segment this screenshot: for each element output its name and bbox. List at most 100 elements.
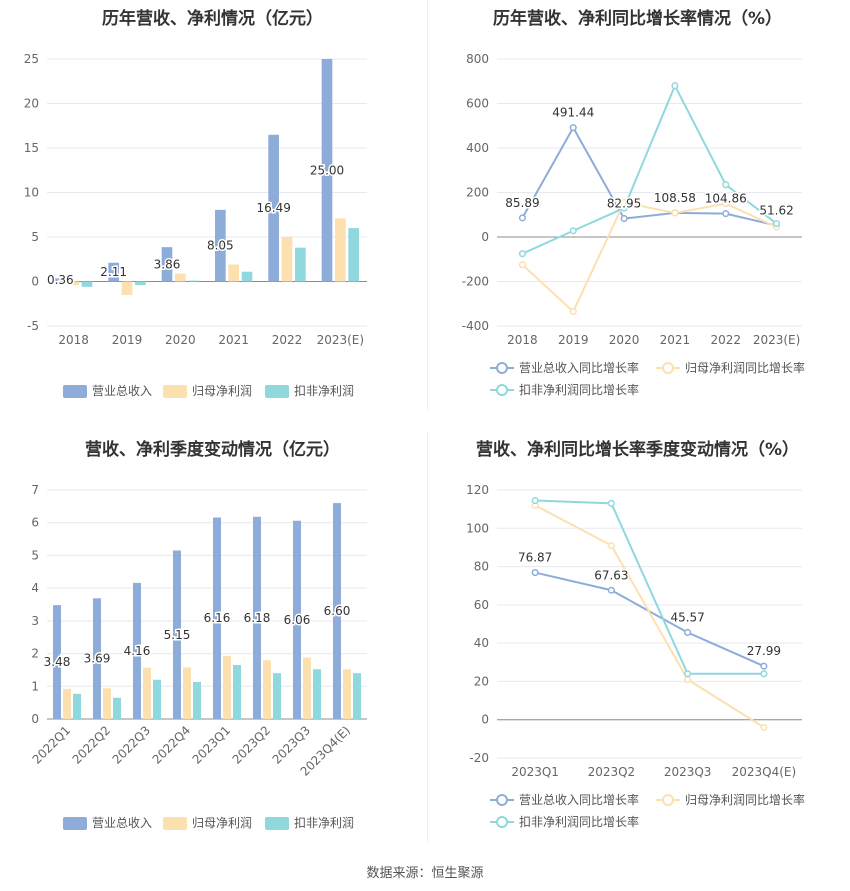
data-label: 45.57 <box>670 610 704 624</box>
bar <box>293 520 301 719</box>
data-point <box>518 214 526 222</box>
x-tick-label: 2021 <box>218 333 249 347</box>
data-label: 6.60 <box>324 604 351 618</box>
x-tick-label: 2023Q2 <box>230 723 274 767</box>
data-point <box>722 181 730 189</box>
y-tick-label: 4 <box>31 581 39 595</box>
bar <box>348 228 359 282</box>
x-tick-label: 2023Q4(E) <box>732 765 797 779</box>
bar <box>343 669 351 719</box>
x-tick-label: 2022Q2 <box>70 723 114 767</box>
bar <box>321 59 333 282</box>
bar <box>53 605 61 719</box>
legend-swatch-marker <box>496 794 508 806</box>
data-label: 67.63 <box>594 568 628 582</box>
data-point <box>671 209 679 217</box>
y-tick-label: 200 <box>466 186 489 200</box>
x-tick-label: 2023(E) <box>317 333 364 347</box>
bar <box>281 237 293 282</box>
data-point <box>760 662 768 670</box>
bar <box>228 264 239 282</box>
data-label: 51.62 <box>759 204 793 218</box>
y-tick-label: 60 <box>474 598 489 612</box>
x-tick-label: 2023(E) <box>753 333 800 347</box>
legend-label: 扣非净利润 <box>294 384 354 398</box>
data-label: 0.36 <box>47 273 74 287</box>
bar <box>253 516 261 719</box>
series-line <box>522 83 778 255</box>
bar <box>55 278 66 282</box>
y-tick-label: 120 <box>466 483 489 497</box>
y-tick-label: 2 <box>31 647 39 661</box>
bar <box>353 673 361 719</box>
data-point <box>760 723 768 731</box>
x-tick-label: 2023Q2 <box>588 765 636 779</box>
legend-label: 扣非净利润同比增长率 <box>519 382 639 397</box>
data-label: 82.95 <box>607 197 641 211</box>
x-tick-label: 2020 <box>165 333 196 347</box>
y-tick-label: 6 <box>31 516 39 530</box>
bar <box>133 582 141 719</box>
y-tick-label: 25 <box>24 52 39 66</box>
y-tick-label: 5 <box>31 548 39 562</box>
legend-label: 营业总收入同比增长率 <box>519 360 639 375</box>
data-point <box>684 670 692 678</box>
bar <box>153 679 161 719</box>
bar <box>313 669 321 719</box>
legend-swatch <box>265 385 289 398</box>
legend-label: 扣非净利润同比增长率 <box>519 814 639 829</box>
x-tick-label: 2020 <box>609 333 640 347</box>
data-label: 3.69 <box>84 652 111 666</box>
x-tick-label: 2023Q3 <box>664 765 712 779</box>
legend-label: 营业总收入同比增长率 <box>519 792 639 807</box>
bar <box>333 503 341 719</box>
data-label: 3.86 <box>154 257 181 271</box>
data-point <box>722 210 730 218</box>
y-tick-label: -200 <box>462 275 489 289</box>
data-label: 85.89 <box>505 196 539 210</box>
data-label: 6.16 <box>204 611 231 625</box>
bar <box>63 688 71 719</box>
quarter-bar-chart: 0 1 2 3 4 5 6 7 2022Q12022Q22022Q32022Q42023Q120… <box>30 483 367 830</box>
data-point <box>722 200 730 208</box>
legend-label: 营业总收入 <box>92 384 152 398</box>
data-point <box>760 670 768 678</box>
data-label: 108.58 <box>654 191 696 205</box>
data-point <box>518 261 526 269</box>
legend-swatch <box>63 817 87 830</box>
data-point <box>607 586 615 594</box>
data-label: 104.86 <box>705 192 747 206</box>
bar <box>335 218 346 282</box>
bar <box>161 247 173 282</box>
data-label: 16.49 <box>256 201 290 215</box>
x-tick-label: 2022 <box>272 333 303 347</box>
legend-label: 营业总收入 <box>92 816 152 830</box>
legend-swatch <box>163 817 187 830</box>
y-tick-label: 800 <box>466 52 489 66</box>
legend-label: 归母净利润同比增长率 <box>685 360 805 375</box>
data-point <box>569 124 577 132</box>
bar <box>223 655 231 719</box>
data-point <box>607 499 615 507</box>
x-tick-label: 2023Q1 <box>190 723 234 767</box>
data-point <box>569 307 577 316</box>
x-tick-label: 2019 <box>558 333 589 347</box>
bar <box>113 697 121 719</box>
y-tick-label: 0 <box>481 713 489 727</box>
legend-swatch-marker <box>496 384 508 396</box>
bar <box>173 550 181 719</box>
data-label: 4.16 <box>124 644 151 658</box>
legend-swatch-marker <box>496 362 508 374</box>
bar <box>273 673 281 719</box>
series-line <box>535 499 764 675</box>
y-tick-label: -400 <box>462 319 489 333</box>
data-label: 3.48 <box>44 655 71 669</box>
legend-swatch <box>265 817 289 830</box>
x-tick-label: 2022Q1 <box>30 723 74 767</box>
y-tick-label: 600 <box>466 97 489 111</box>
data-point <box>518 250 526 258</box>
y-tick-label: 40 <box>474 636 489 650</box>
x-tick-label: 2022Q4 <box>150 723 194 767</box>
data-label: 5.15 <box>164 628 191 642</box>
annual-bar-chart: -5 0 5 10 15 20 25 2018 2019 2020 2021 2022 2023(E) 0… <box>24 52 367 398</box>
